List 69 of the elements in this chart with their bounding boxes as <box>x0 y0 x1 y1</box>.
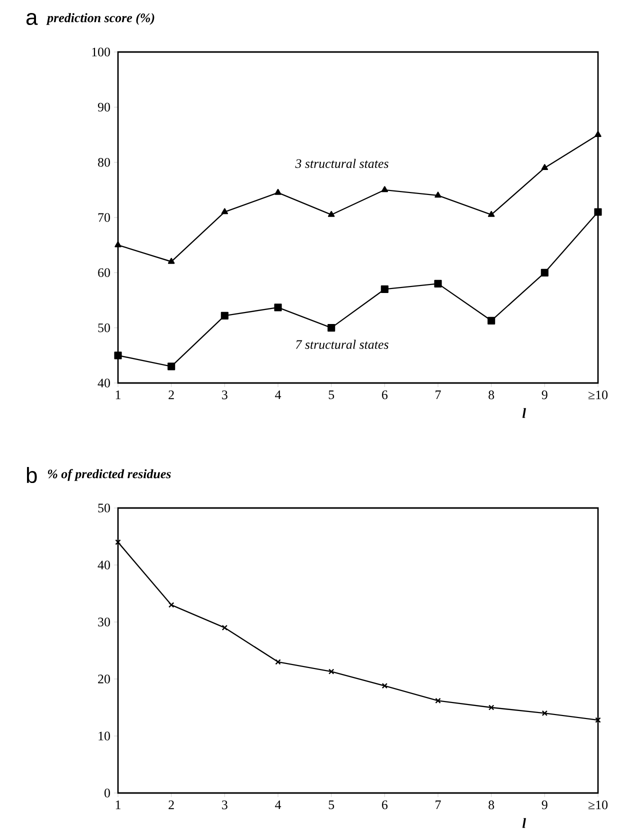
point <box>168 362 176 370</box>
y-tick-label: 50 <box>98 323 110 332</box>
x-tick-label: 9 <box>542 390 548 400</box>
y-tick-label: 20 <box>98 674 110 684</box>
x-tick-label: 5 <box>328 390 334 400</box>
point <box>221 208 228 214</box>
x-tick-label: 1 <box>116 390 120 400</box>
chart-title: a <box>26 12 38 26</box>
x-tick-label: 6 <box>382 800 388 810</box>
y-tick-label: 0 <box>104 788 110 798</box>
y-tick-label: 10 <box>98 732 110 740</box>
x-tick-label: 5 <box>328 800 334 810</box>
point <box>434 192 442 198</box>
point <box>220 312 228 320</box>
x-tick-label: ≥10 <box>588 390 608 400</box>
series-label: 7 structural states <box>296 340 388 349</box>
y-tick-label: 40 <box>98 560 110 570</box>
point <box>594 208 602 216</box>
point <box>275 659 281 665</box>
y-tick-label: 50 <box>98 504 110 512</box>
x-tick-label: 4 <box>275 390 282 400</box>
y-tick-label: 80 <box>98 158 110 167</box>
point <box>488 704 494 710</box>
y-tick-label: 90 <box>98 102 110 112</box>
x-tick-label: 7 <box>436 390 441 399</box>
y-tick-label: 70 <box>98 213 110 222</box>
point <box>168 258 175 264</box>
point <box>168 602 174 608</box>
point <box>380 285 388 293</box>
point <box>114 352 122 360</box>
x-tick-label: 4 <box>275 800 282 810</box>
x-tick-label: 2 <box>168 800 174 810</box>
point <box>382 682 388 689</box>
series-label: 3 structural states <box>295 158 388 168</box>
x-tick-label: 1 <box>116 800 120 810</box>
y-axis-title: prediction score (%) <box>46 13 154 25</box>
y-axis-title: % of predicted residues <box>48 469 171 481</box>
point <box>435 698 441 704</box>
point <box>222 624 228 631</box>
x-tick-label: 2 <box>168 390 174 400</box>
x-tick-label: ≥10 <box>588 800 608 810</box>
chart-title: b <box>26 466 37 484</box>
x-axis-title: l <box>522 818 526 828</box>
y-tick-label: 30 <box>98 618 110 626</box>
point <box>328 210 335 217</box>
x-tick-label: 8 <box>488 390 494 400</box>
point <box>594 130 602 137</box>
point <box>488 210 495 217</box>
point <box>328 668 334 674</box>
point <box>488 316 496 324</box>
point <box>540 268 548 276</box>
x-tick-label: 3 <box>222 390 228 400</box>
point <box>328 324 336 332</box>
point <box>274 188 282 195</box>
x-tick-label: 6 <box>382 390 388 400</box>
y-tick-label: 100 <box>92 48 110 56</box>
x-tick-label: 9 <box>542 800 548 810</box>
point <box>542 710 548 716</box>
point <box>541 164 548 170</box>
x-tick-label: 7 <box>436 800 441 809</box>
x-tick-label: 3 <box>222 800 228 810</box>
y-tick-label: 40 <box>98 378 110 388</box>
point <box>434 280 442 288</box>
x-axis-title: l <box>522 408 526 418</box>
point <box>381 186 388 192</box>
x-tick-label: 8 <box>488 800 494 810</box>
y-tick-label: 60 <box>98 268 110 278</box>
point <box>114 241 122 248</box>
point <box>274 304 282 312</box>
